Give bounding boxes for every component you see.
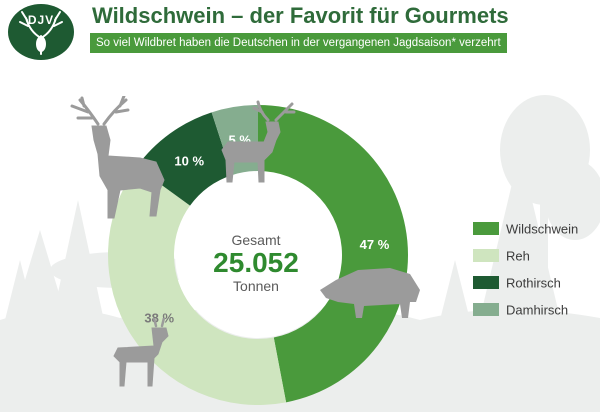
red-deer-icon [70, 96, 165, 219]
roe-deer-icon [113, 318, 169, 387]
boar-icon [320, 268, 420, 318]
data-label: 38 % [144, 311, 174, 326]
legend: Wildschwein Reh Rothirsch Damhirsch [473, 220, 578, 328]
djv-logo: DJV [8, 4, 74, 60]
fallow-deer-icon [221, 100, 296, 183]
total-value: 25.052 [213, 247, 299, 278]
data-label: 10 % [174, 153, 204, 168]
donut-hole [175, 172, 341, 338]
deer-logo-icon [19, 11, 63, 55]
legend-label: Damhirsch [506, 302, 569, 318]
legend-item: Wildschwein [473, 220, 578, 236]
total-caption: Gesamt [231, 232, 281, 248]
slice-reh [107, 166, 287, 405]
legend-swatch [473, 276, 499, 290]
legend-swatch [473, 222, 499, 236]
page-title: Wildschwein – der Favorit für Gourmets [92, 3, 509, 28]
legend-item: Reh [473, 247, 578, 263]
slice-wildschwein [258, 105, 408, 403]
legend-label: Wildschwein [506, 221, 579, 237]
legend-item: Damhirsch [473, 301, 578, 317]
donut-center: Gesamt 25.052 Tonnen [190, 232, 322, 294]
total-unit: Tonnen [233, 278, 279, 294]
legend-label: Rothirsch [506, 275, 561, 291]
page-subtitle: So viel Wildbret haben die Deutschen in … [90, 33, 507, 53]
legend-swatch [473, 249, 499, 263]
legend-swatch [473, 303, 499, 317]
logo-text: DJV [27, 13, 55, 27]
legend-item: Rothirsch [473, 274, 578, 290]
legend-label: Reh [506, 248, 530, 264]
data-label: 47 % [360, 237, 390, 252]
